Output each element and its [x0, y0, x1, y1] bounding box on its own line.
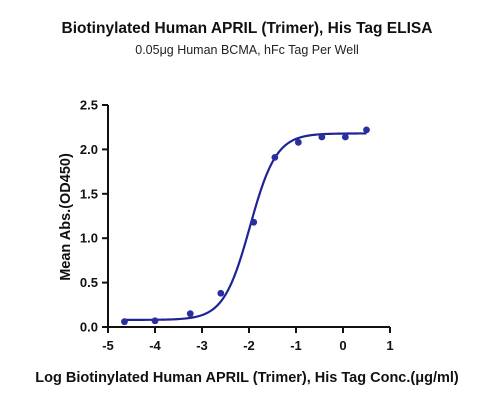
fit-curve — [124, 132, 367, 321]
plot-area: 0.0 0.5 1.0 1.5 2.0 2.5 -5 -4 -3 -2 -1 0 1 — [80, 98, 394, 354]
data-point — [217, 289, 225, 297]
data-point — [186, 310, 194, 318]
data-point — [271, 153, 279, 161]
y-axis-label: Mean Abs.(OD450) — [58, 153, 74, 281]
chart-title: Biotinylated Human APRIL (Trimer), His T… — [62, 20, 433, 37]
x-tick-label: 0 — [339, 338, 346, 353]
x-tick-label: -1 — [290, 338, 302, 353]
data-point — [341, 133, 349, 141]
data-point — [363, 126, 370, 134]
data-point — [250, 218, 258, 226]
y-tick-label: 0.0 — [80, 320, 98, 335]
x-tick-label: -2 — [243, 338, 255, 353]
x-tick-label: -5 — [102, 338, 114, 353]
x-tick-label: -4 — [149, 338, 161, 353]
x-axis-label: Log Biotinylated Human APRIL (Trimer), H… — [35, 370, 459, 386]
data-point — [294, 138, 302, 146]
y-tick-label: 2.0 — [80, 142, 98, 157]
data-point — [121, 318, 128, 326]
x-tick-label: 1 — [386, 338, 393, 353]
data-point — [151, 317, 159, 325]
y-tick-label: 1.5 — [80, 186, 98, 201]
chart-subtitle: 0.05μg Human BCMA, hFc Tag Per Well — [135, 43, 359, 57]
x-tick-label: -3 — [196, 338, 208, 353]
y-tick-label: 1.0 — [80, 231, 98, 246]
y-tick-label: 0.5 — [80, 275, 98, 290]
y-tick-label: 2.5 — [80, 98, 98, 113]
data-point — [318, 133, 326, 141]
